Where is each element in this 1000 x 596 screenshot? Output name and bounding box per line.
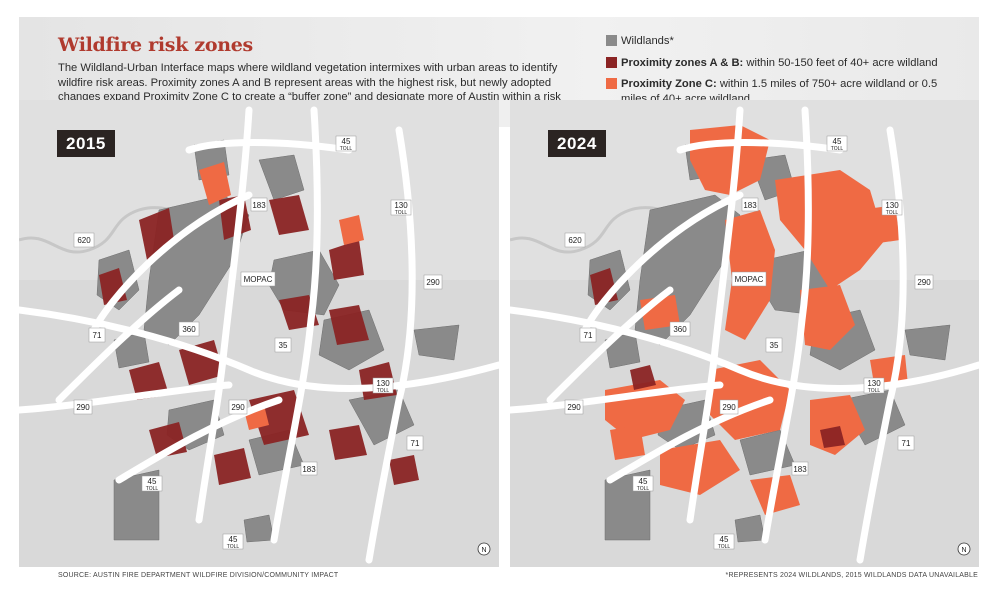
label-360-2024: 360	[673, 325, 687, 334]
intro-text: The Wildland-Urban Interface maps where …	[58, 62, 561, 118]
legend-label-c-bold: Proximity Zone C:	[621, 78, 717, 90]
label-toll130-mid-toll: TOLL	[377, 388, 390, 394]
footnote: *REPRESENTS 2024 WILDLANDS, 2015 WILDLAN…	[725, 572, 978, 579]
map-2015: 45 TOLL 130 TOLL 183 620 MOPAC 290 360 7…	[15, 100, 503, 567]
label-toll45-sw-2024: 45	[639, 477, 648, 486]
label-toll130-mid-2024: 130	[867, 379, 881, 388]
label-toll130-top-2024: 130	[885, 201, 899, 210]
label-toll-top: TOLL	[340, 146, 353, 152]
label-toll45-sw-toll-2024: TOLL	[637, 486, 650, 492]
label-71-east-2024: 71	[902, 439, 911, 448]
label-71-west: 71	[93, 331, 102, 340]
label-toll130-top: 130	[394, 201, 408, 210]
label-620: 620	[77, 236, 91, 245]
label-290-mid: 290	[231, 403, 245, 412]
legend-label-wildlands: Wildlands*	[621, 35, 674, 47]
legend-wildlands: Wildlands*	[606, 34, 674, 49]
year-label-2024: 2024	[548, 130, 606, 157]
legend-label-ab-bold: Proximity zones A & B:	[621, 57, 744, 69]
label-290-east-2024: 290	[917, 278, 931, 287]
label-toll45-sw-toll: TOLL	[146, 486, 159, 492]
label-71-west-2024: 71	[584, 331, 593, 340]
label-35: 35	[279, 341, 288, 350]
label-35-2024: 35	[770, 341, 779, 350]
label-mopac-2024: MOPAC	[735, 275, 764, 284]
source-note: SOURCE: AUSTIN FIRE DEPARTMENT WILDFIRE …	[58, 572, 339, 579]
label-620-2024: 620	[568, 236, 582, 245]
map-2024-svg: 45 TOLL 130 TOLL 183 620 MOPAC 290 360 7…	[506, 100, 983, 567]
year-label-2015: 2015	[57, 130, 115, 157]
label-290-mid-2024: 290	[722, 403, 736, 412]
label-toll45-top: 45	[342, 137, 351, 146]
label-290-west: 290	[76, 403, 90, 412]
label-mopac: MOPAC	[244, 275, 273, 284]
label-toll45-top-2024: 45	[833, 137, 842, 146]
label-183-top-2024: 183	[743, 201, 757, 210]
label-290-east: 290	[426, 278, 440, 287]
label-183-south-2024: 183	[793, 465, 807, 474]
legend-swatch-c	[606, 78, 617, 89]
label-toll45-s-toll-2024: TOLL	[718, 544, 731, 550]
label-toll130-mid: 130	[376, 379, 390, 388]
legend-swatch-wildlands	[606, 35, 617, 46]
label-toll130-toll-2024: TOLL	[886, 210, 899, 216]
label-toll45-s-2024: 45	[720, 535, 729, 544]
label-toll45-s-toll: TOLL	[227, 544, 240, 550]
label-71-east: 71	[411, 439, 420, 448]
label-360: 360	[182, 325, 196, 334]
label-toll-top-2024: TOLL	[831, 146, 844, 152]
label-183-top: 183	[252, 201, 266, 210]
legend-label-ab: within 50-150 feet of 40+ acre wildland	[743, 57, 938, 69]
label-toll45-s: 45	[229, 535, 238, 544]
label-183-south: 183	[302, 465, 316, 474]
map-2015-svg: 45 TOLL 130 TOLL 183 620 MOPAC 290 360 7…	[15, 100, 503, 567]
map-2024: 45 TOLL 130 TOLL 183 620 MOPAC 290 360 7…	[506, 100, 983, 567]
label-290-west-2024: 290	[567, 403, 581, 412]
label-toll130-toll: TOLL	[395, 210, 408, 216]
label-toll130-mid-toll-2024: TOLL	[868, 388, 881, 394]
page-title: Wildfire risk zones	[58, 34, 253, 56]
north-arrow-2024: N	[961, 547, 966, 554]
label-toll45-sw: 45	[148, 477, 157, 486]
north-arrow: N	[481, 547, 486, 554]
legend-proximity-ab: Proximity zones A & B: within 50-150 fee…	[606, 56, 938, 71]
legend-swatch-ab	[606, 57, 617, 68]
